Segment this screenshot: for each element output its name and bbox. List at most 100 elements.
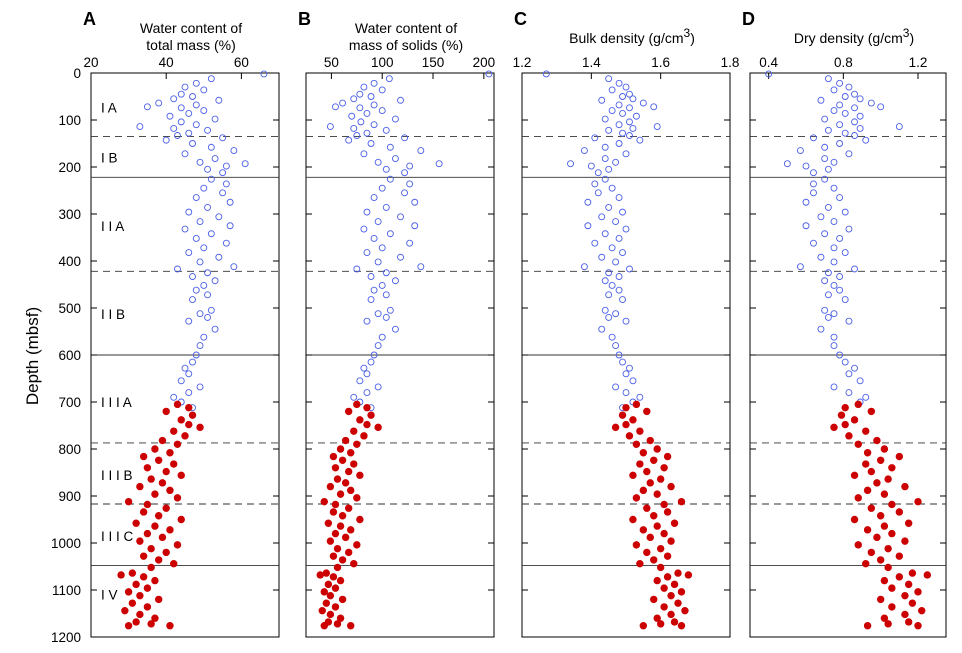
data-point-open xyxy=(615,121,623,129)
data-point-open xyxy=(215,253,223,261)
data-point-open xyxy=(353,132,361,139)
data-point-open xyxy=(192,121,200,129)
data-point-open xyxy=(370,79,378,87)
data-point-open xyxy=(605,126,613,134)
data-point-filled xyxy=(132,519,140,527)
data-point-open xyxy=(622,225,630,233)
data-point-open xyxy=(765,70,773,78)
data-point-open xyxy=(817,96,825,104)
data-point-open xyxy=(612,383,620,391)
data-point-filled xyxy=(329,508,338,516)
data-point-open xyxy=(845,225,853,233)
data-point-open xyxy=(370,286,378,294)
data-point-open xyxy=(821,115,829,123)
data-point-filled xyxy=(162,467,170,476)
data-point-open xyxy=(601,277,609,285)
data-point-open xyxy=(374,258,382,266)
data-point-filled xyxy=(876,456,885,464)
data-point-open xyxy=(622,83,630,91)
data-point-filled xyxy=(841,403,849,412)
y-tick-label: 200 xyxy=(58,160,81,175)
data-point-open xyxy=(185,208,193,216)
data-point-open xyxy=(367,273,375,280)
data-point-open xyxy=(363,208,371,216)
data-point-open xyxy=(211,115,219,123)
data-point-open xyxy=(783,160,791,168)
panel-letter: B xyxy=(298,9,311,29)
data-point-open xyxy=(207,75,215,83)
data-point-open xyxy=(619,129,626,137)
data-point-filled xyxy=(147,544,155,553)
data-point-open xyxy=(626,90,633,98)
data-point-filled xyxy=(643,407,651,416)
data-point-open xyxy=(632,112,640,120)
data-point-open xyxy=(612,342,620,350)
data-point-filled xyxy=(854,440,862,448)
data-point-filled xyxy=(841,420,849,429)
data-point-open xyxy=(619,249,626,256)
data-point-open xyxy=(601,175,609,183)
data-point-open xyxy=(204,291,212,299)
data-point-filled xyxy=(884,563,892,572)
data-point-open xyxy=(615,286,623,294)
data-point-open xyxy=(605,165,613,173)
data-point-open xyxy=(802,162,810,170)
data-point-open xyxy=(374,218,382,225)
data-point-filled xyxy=(670,618,679,626)
data-point-open xyxy=(612,258,620,266)
data-point-open xyxy=(339,99,347,107)
data-point-open xyxy=(636,136,644,144)
data-point-filled xyxy=(653,614,661,622)
data-point-open xyxy=(222,239,230,247)
data-point-open xyxy=(397,96,404,104)
data-point-open xyxy=(821,175,829,183)
x-tick-label: 50 xyxy=(324,55,339,70)
data-point-filled xyxy=(173,400,182,409)
data-point-open xyxy=(363,109,371,117)
data-point-filled xyxy=(344,548,353,557)
data-point-open xyxy=(824,313,832,321)
y-tick-label: 900 xyxy=(58,489,81,504)
data-point-open xyxy=(810,169,817,177)
y-tick-label: 0 xyxy=(73,66,81,81)
data-point-filled xyxy=(895,552,904,560)
data-point-open xyxy=(821,143,829,151)
data-point-filled xyxy=(322,569,331,577)
data-point-open xyxy=(877,103,885,111)
data-point-open xyxy=(817,213,825,221)
data-point-filled xyxy=(173,494,182,502)
data-point-open xyxy=(215,96,223,104)
data-point-filled xyxy=(188,411,197,419)
panel-letter: D xyxy=(742,9,755,29)
x-tick-label: 1.2 xyxy=(909,55,928,70)
data-point-filled xyxy=(667,610,675,619)
data-point-open xyxy=(608,333,616,341)
data-point-filled xyxy=(854,400,862,409)
data-point-open xyxy=(406,162,414,170)
data-point-filled xyxy=(663,508,672,516)
data-point-filled xyxy=(862,427,870,435)
data-point-filled xyxy=(124,622,133,630)
data-point-filled xyxy=(132,618,140,626)
data-point-filled xyxy=(170,559,178,568)
data-point-open xyxy=(192,101,200,109)
data-point-open xyxy=(196,158,204,166)
data-point-open xyxy=(567,160,574,168)
data-point-open xyxy=(189,273,196,280)
data-point-open xyxy=(856,95,864,103)
data-point-open xyxy=(810,189,817,197)
panel-A: 0 100 200 300 400 500 600 700 800 900 1000 1100 1200… xyxy=(51,9,280,645)
data-point-open xyxy=(587,162,595,170)
x-tick-label: 1.4 xyxy=(582,55,601,70)
data-point-filled xyxy=(684,571,693,579)
data-point-open xyxy=(605,313,613,321)
data-point-open xyxy=(830,342,838,350)
data-point-open xyxy=(830,310,838,318)
data-point-open xyxy=(378,333,386,341)
data-point-open xyxy=(591,134,599,142)
data-point-filled xyxy=(124,497,133,506)
data-point-filled xyxy=(914,497,922,506)
data-point-open xyxy=(406,180,414,188)
data-point-filled xyxy=(650,456,658,464)
